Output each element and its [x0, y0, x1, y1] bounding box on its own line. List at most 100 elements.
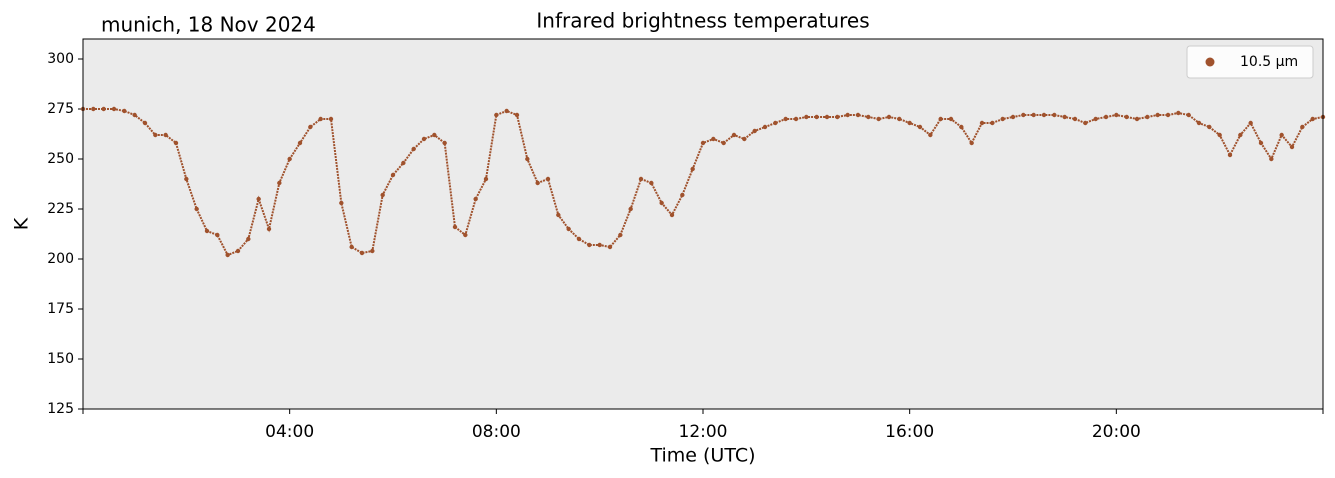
point	[990, 120, 995, 126]
point	[690, 166, 695, 172]
point	[194, 206, 199, 212]
legend-label: 10.5 µm	[1240, 54, 1298, 70]
y-axis-label: K	[11, 217, 33, 230]
point	[494, 112, 499, 118]
point	[122, 108, 127, 114]
point	[855, 112, 861, 118]
point	[959, 124, 964, 130]
point	[525, 156, 530, 162]
point	[473, 196, 478, 202]
point	[504, 108, 509, 114]
point	[1289, 144, 1295, 150]
point	[638, 176, 644, 182]
point	[535, 180, 540, 186]
point	[411, 146, 416, 152]
point	[463, 232, 468, 238]
point	[328, 116, 334, 122]
point	[1010, 114, 1016, 120]
point	[483, 176, 489, 182]
y-tick-label: 225	[47, 201, 74, 217]
point	[618, 232, 623, 238]
y-tick-label: 300	[47, 51, 74, 67]
point	[783, 116, 788, 122]
point	[845, 112, 850, 118]
point	[1310, 116, 1315, 122]
point	[91, 106, 96, 112]
point	[101, 106, 106, 112]
point	[576, 236, 582, 242]
point	[235, 248, 241, 254]
point	[649, 180, 654, 186]
x-tick-label: 04:00	[265, 422, 314, 442]
point	[287, 156, 292, 162]
point	[370, 248, 375, 254]
point	[659, 200, 664, 206]
point	[1269, 156, 1274, 162]
point	[607, 244, 613, 250]
point	[1196, 120, 1202, 126]
point	[711, 136, 716, 142]
point	[277, 180, 282, 186]
point	[1186, 112, 1191, 118]
point	[163, 132, 168, 138]
point	[762, 124, 768, 130]
legend-marker	[1205, 57, 1215, 67]
point	[793, 116, 799, 122]
point	[452, 224, 458, 230]
y-tick-label: 150	[47, 351, 74, 367]
plot-background	[83, 39, 1323, 409]
x-tick-label: 12:00	[679, 422, 728, 442]
point	[318, 116, 323, 122]
point	[1041, 112, 1047, 118]
point	[835, 114, 840, 120]
point	[1217, 132, 1222, 138]
y-tick-label: 175	[47, 301, 74, 317]
point	[979, 120, 985, 126]
y-tick-label: 275	[47, 101, 74, 117]
point	[1021, 112, 1026, 118]
point	[721, 140, 726, 146]
point	[421, 136, 427, 142]
point	[111, 106, 117, 112]
y-tick-label: 125	[47, 401, 74, 417]
point	[886, 114, 892, 120]
point	[308, 124, 313, 130]
point	[215, 232, 220, 238]
point	[1155, 112, 1160, 118]
point	[184, 176, 189, 182]
point	[297, 140, 303, 146]
point	[1227, 152, 1233, 158]
point	[401, 160, 406, 166]
point	[204, 228, 210, 234]
point	[225, 252, 230, 258]
point	[390, 172, 396, 178]
point	[1258, 140, 1264, 146]
point	[742, 136, 747, 142]
point	[359, 250, 365, 256]
point	[731, 132, 737, 138]
point	[349, 244, 354, 250]
point	[1062, 114, 1067, 120]
point	[1124, 114, 1129, 120]
point	[153, 132, 158, 138]
point	[824, 114, 830, 120]
point	[773, 120, 778, 126]
point	[680, 192, 685, 198]
point	[566, 226, 571, 232]
point	[1114, 112, 1119, 118]
point	[876, 116, 881, 122]
point	[339, 200, 344, 206]
point	[597, 242, 602, 248]
point	[752, 128, 757, 134]
chart-subtitle: munich, 18 Nov 2024	[101, 13, 316, 37]
point	[1165, 112, 1171, 118]
point	[442, 140, 447, 146]
point	[948, 116, 954, 122]
point	[897, 116, 902, 122]
chart-title: Infrared brightness temperatures	[536, 9, 869, 33]
point	[132, 112, 137, 118]
point	[514, 112, 520, 118]
x-tick-label: 20:00	[1092, 422, 1141, 442]
point	[1093, 116, 1098, 122]
